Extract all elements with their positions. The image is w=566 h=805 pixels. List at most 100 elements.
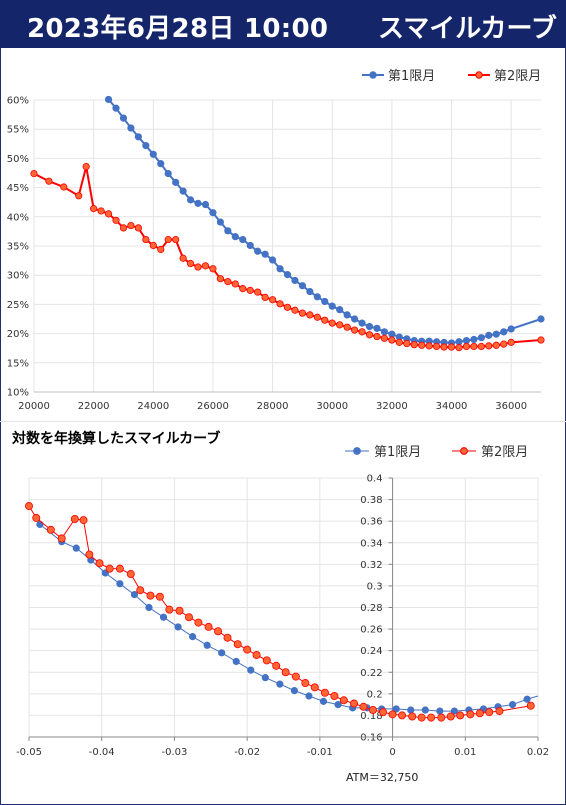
data-point-series-1 xyxy=(328,302,336,310)
smile-curve-chart: 20000 22000 24000 26000 28000 30000 32000 34000… xyxy=(7,69,545,412)
data-point-series-1 xyxy=(164,169,172,178)
y-tick-label: 0.4 xyxy=(367,474,383,485)
data-point-series-2 xyxy=(446,712,455,721)
data-point-series-1 xyxy=(276,265,284,273)
data-point-series-1 xyxy=(298,282,307,290)
y-tick-label: 45% xyxy=(7,183,29,194)
data-point-series-2 xyxy=(104,210,113,218)
data-point-series-1 xyxy=(276,680,284,688)
data-point-series-1 xyxy=(407,706,415,714)
y-tick-label: 0.22 xyxy=(360,668,382,679)
data-point-series-2 xyxy=(403,339,411,348)
y-tick-label: 0.16 xyxy=(360,733,382,744)
data-point-series-2 xyxy=(495,707,504,716)
data-point-series-1 xyxy=(477,334,485,342)
data-point-series-2 xyxy=(186,259,195,268)
data-point-series-1 xyxy=(247,666,255,674)
data-point-series-2 xyxy=(112,216,120,224)
data-point-series-1 xyxy=(112,104,120,112)
data-point-series-2 xyxy=(268,296,277,304)
data-point-series-1 xyxy=(450,707,458,715)
data-point-series-1 xyxy=(283,271,292,279)
x-tick-label: 36000 xyxy=(495,401,527,412)
legend-marker-2 xyxy=(475,71,483,79)
data-point-series-1 xyxy=(159,613,168,621)
header-datetime: 2023年6月28日 10:00 xyxy=(27,14,329,44)
data-point-series-2 xyxy=(433,342,441,351)
series-line-1-extension xyxy=(526,695,539,700)
data-point-series-1 xyxy=(508,701,517,709)
y-tick-label: 40% xyxy=(7,212,29,223)
x-tick-label: -0.04 xyxy=(89,747,115,758)
data-point-series-2 xyxy=(373,332,381,341)
data-point-series-2 xyxy=(537,336,545,344)
data-point-series-2 xyxy=(410,341,418,349)
legend-marker-1 xyxy=(353,447,361,455)
y-tick-label: 0.18 xyxy=(360,711,382,722)
data-point-series-2 xyxy=(45,177,53,185)
data-point-series-1 xyxy=(189,633,197,641)
header-title: スマイルカーブ xyxy=(378,14,557,44)
data-point-series-2 xyxy=(321,316,329,324)
data-point-series-2 xyxy=(313,313,321,321)
chart-title: 対数を年換算したスマイルカーブ xyxy=(11,430,220,447)
data-point-series-2 xyxy=(368,706,377,715)
data-point-series-2 xyxy=(60,183,68,191)
data-point-series-2 xyxy=(330,691,339,700)
data-point-series-2 xyxy=(115,564,124,573)
data-point-series-2 xyxy=(142,235,150,244)
x-tick-label: 34000 xyxy=(436,401,468,412)
data-point-series-2 xyxy=(231,280,239,288)
data-point-series-2 xyxy=(146,591,155,600)
legend-label-2: 第2限月 xyxy=(494,69,541,84)
data-point-series-2 xyxy=(343,323,351,331)
x-tick-label: 0.01 xyxy=(454,747,476,758)
data-point-series-1 xyxy=(145,603,153,612)
data-point-series-1 xyxy=(149,150,157,158)
data-point-series-1 xyxy=(485,331,493,339)
data-point-series-2 xyxy=(46,525,55,534)
x-tick-label: -0.03 xyxy=(161,747,187,758)
data-point-series-2 xyxy=(408,712,417,721)
data-point-series-2 xyxy=(358,328,366,336)
data-point-series-1 xyxy=(119,114,128,122)
data-point-series-2 xyxy=(379,708,388,717)
data-point-series-2 xyxy=(24,502,33,511)
data-point-series-1 xyxy=(507,325,515,333)
data-point-series-1 xyxy=(365,322,374,331)
data-point-series-2 xyxy=(75,192,83,200)
data-point-series-2 xyxy=(179,254,187,262)
data-point-series-2 xyxy=(470,342,478,351)
legend-label-1: 第1限月 xyxy=(388,69,435,84)
data-point-series-1 xyxy=(209,209,217,217)
data-point-series-2 xyxy=(262,656,271,665)
data-point-series-1 xyxy=(291,276,299,285)
x-tick-label: -0.05 xyxy=(16,747,42,758)
data-point-series-2 xyxy=(336,321,344,329)
data-point-series-1 xyxy=(224,227,232,235)
legend-label-1: 第1限月 xyxy=(374,445,421,460)
data-point-series-2 xyxy=(283,303,292,311)
data-point-series-1 xyxy=(261,674,269,682)
data-point-series-2 xyxy=(418,341,426,349)
data-point-series-1 xyxy=(334,701,342,709)
data-point-series-1 xyxy=(254,247,262,255)
data-point-series-2 xyxy=(320,688,329,697)
y-tick-label: 20% xyxy=(7,329,29,340)
data-point-series-1 xyxy=(172,178,180,186)
data-point-series-2 xyxy=(388,710,397,719)
data-point-series-1 xyxy=(336,306,344,314)
data-point-series-2 xyxy=(127,221,135,230)
data-point-series-2 xyxy=(395,338,403,346)
y-tick-label: 60% xyxy=(7,96,29,107)
data-point-series-2 xyxy=(500,340,508,348)
data-point-series-2 xyxy=(455,344,463,352)
data-point-series-1 xyxy=(194,199,202,207)
legend-marker-2 xyxy=(460,447,468,455)
data-point-series-1 xyxy=(343,311,351,319)
y-tick-label: 55% xyxy=(7,125,29,136)
y-tick-label: 15% xyxy=(7,358,29,369)
data-point-series-2 xyxy=(95,559,104,568)
y-tick-label: 0.36 xyxy=(360,517,382,528)
